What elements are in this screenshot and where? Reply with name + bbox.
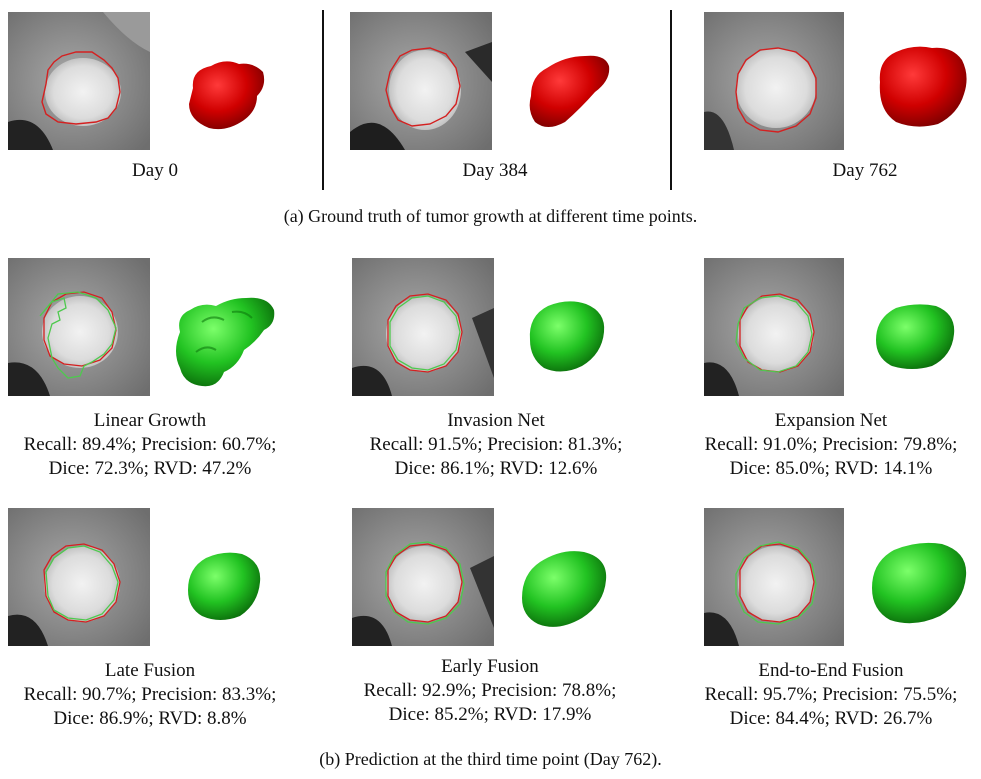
ground-truth-contour — [385, 47, 461, 127]
prediction-mesh-invasion-net — [524, 296, 608, 376]
method-name-late-fusion: Late Fusion — [104, 660, 196, 681]
metrics-line1-expansion-net: Recall: 91.0%; Precision: 79.8%; — [704, 434, 958, 455]
ct-slice-early-fusion — [352, 508, 494, 646]
metrics-line2-early-fusion: Dice: 85.2%; RVD: 17.9% — [388, 704, 592, 725]
day384-label: Day 384 — [462, 160, 528, 181]
metrics-line1-end-to-end-fusion: Recall: 95.7%; Precision: 75.5%; — [704, 684, 958, 705]
panel-a-caption: (a) Ground truth of tumor growth at diff… — [283, 206, 698, 226]
ct-slice-day0 — [8, 12, 150, 150]
ct-slice-invasion-net — [352, 258, 494, 396]
ct-slice-day762 — [704, 12, 844, 150]
day762-label: Day 762 — [832, 160, 898, 181]
prediction-mesh-expansion-net — [872, 300, 958, 372]
prediction-mesh-early-fusion — [518, 546, 610, 632]
ground-truth-contour — [735, 47, 817, 133]
method-name-linear-growth: Linear Growth — [93, 410, 207, 431]
metrics-line2-late-fusion: Dice: 86.9%; RVD: 8.8% — [53, 708, 247, 729]
panel-b-caption: (b) Prediction at the third time point (… — [319, 749, 662, 769]
prediction-mesh-linear-growth — [172, 292, 278, 392]
ct-slice-day384 — [350, 12, 492, 150]
method-name-end-to-end-fusion: End-to-End Fusion — [758, 660, 904, 681]
metrics-line2-end-to-end-fusion: Dice: 84.4%; RVD: 26.7% — [729, 708, 933, 729]
tumor-mesh-day762 — [874, 42, 970, 130]
metrics-line2-linear-growth: Dice: 72.3%; RVD: 47.2% — [48, 458, 252, 479]
divider — [670, 10, 672, 190]
metrics-line2-invasion-net: Dice: 86.1%; RVD: 12.6% — [394, 458, 598, 479]
metrics-line2-expansion-net: Dice: 85.0%; RVD: 14.1% — [729, 458, 933, 479]
ct-slice-end-to-end-fusion — [704, 508, 844, 646]
method-name-expansion-net: Expansion Net — [774, 410, 888, 431]
prediction-mesh-end-to-end-fusion — [868, 540, 970, 628]
tumor-mesh-day384 — [525, 46, 613, 134]
ct-slice-linear-growth — [8, 258, 150, 396]
method-name-invasion-net: Invasion Net — [447, 410, 545, 431]
metrics-line1-late-fusion: Recall: 90.7%; Precision: 83.3%; — [23, 684, 277, 705]
prediction-mesh-late-fusion — [184, 548, 264, 624]
ground-truth-contour — [41, 51, 121, 125]
ct-slice-late-fusion — [8, 508, 150, 646]
tumor-mesh-day0 — [183, 56, 268, 136]
metrics-line1-invasion-net: Recall: 91.5%; Precision: 81.3%; — [369, 434, 623, 455]
metrics-line1-linear-growth: Recall: 89.4%; Precision: 60.7%; — [23, 434, 277, 455]
metrics-line1-early-fusion: Recall: 92.9%; Precision: 78.8%; — [363, 680, 617, 701]
day0-label: Day 0 — [132, 160, 178, 181]
ct-slice-expansion-net — [704, 258, 844, 396]
divider — [322, 10, 324, 190]
method-name-early-fusion: Early Fusion — [441, 656, 539, 677]
